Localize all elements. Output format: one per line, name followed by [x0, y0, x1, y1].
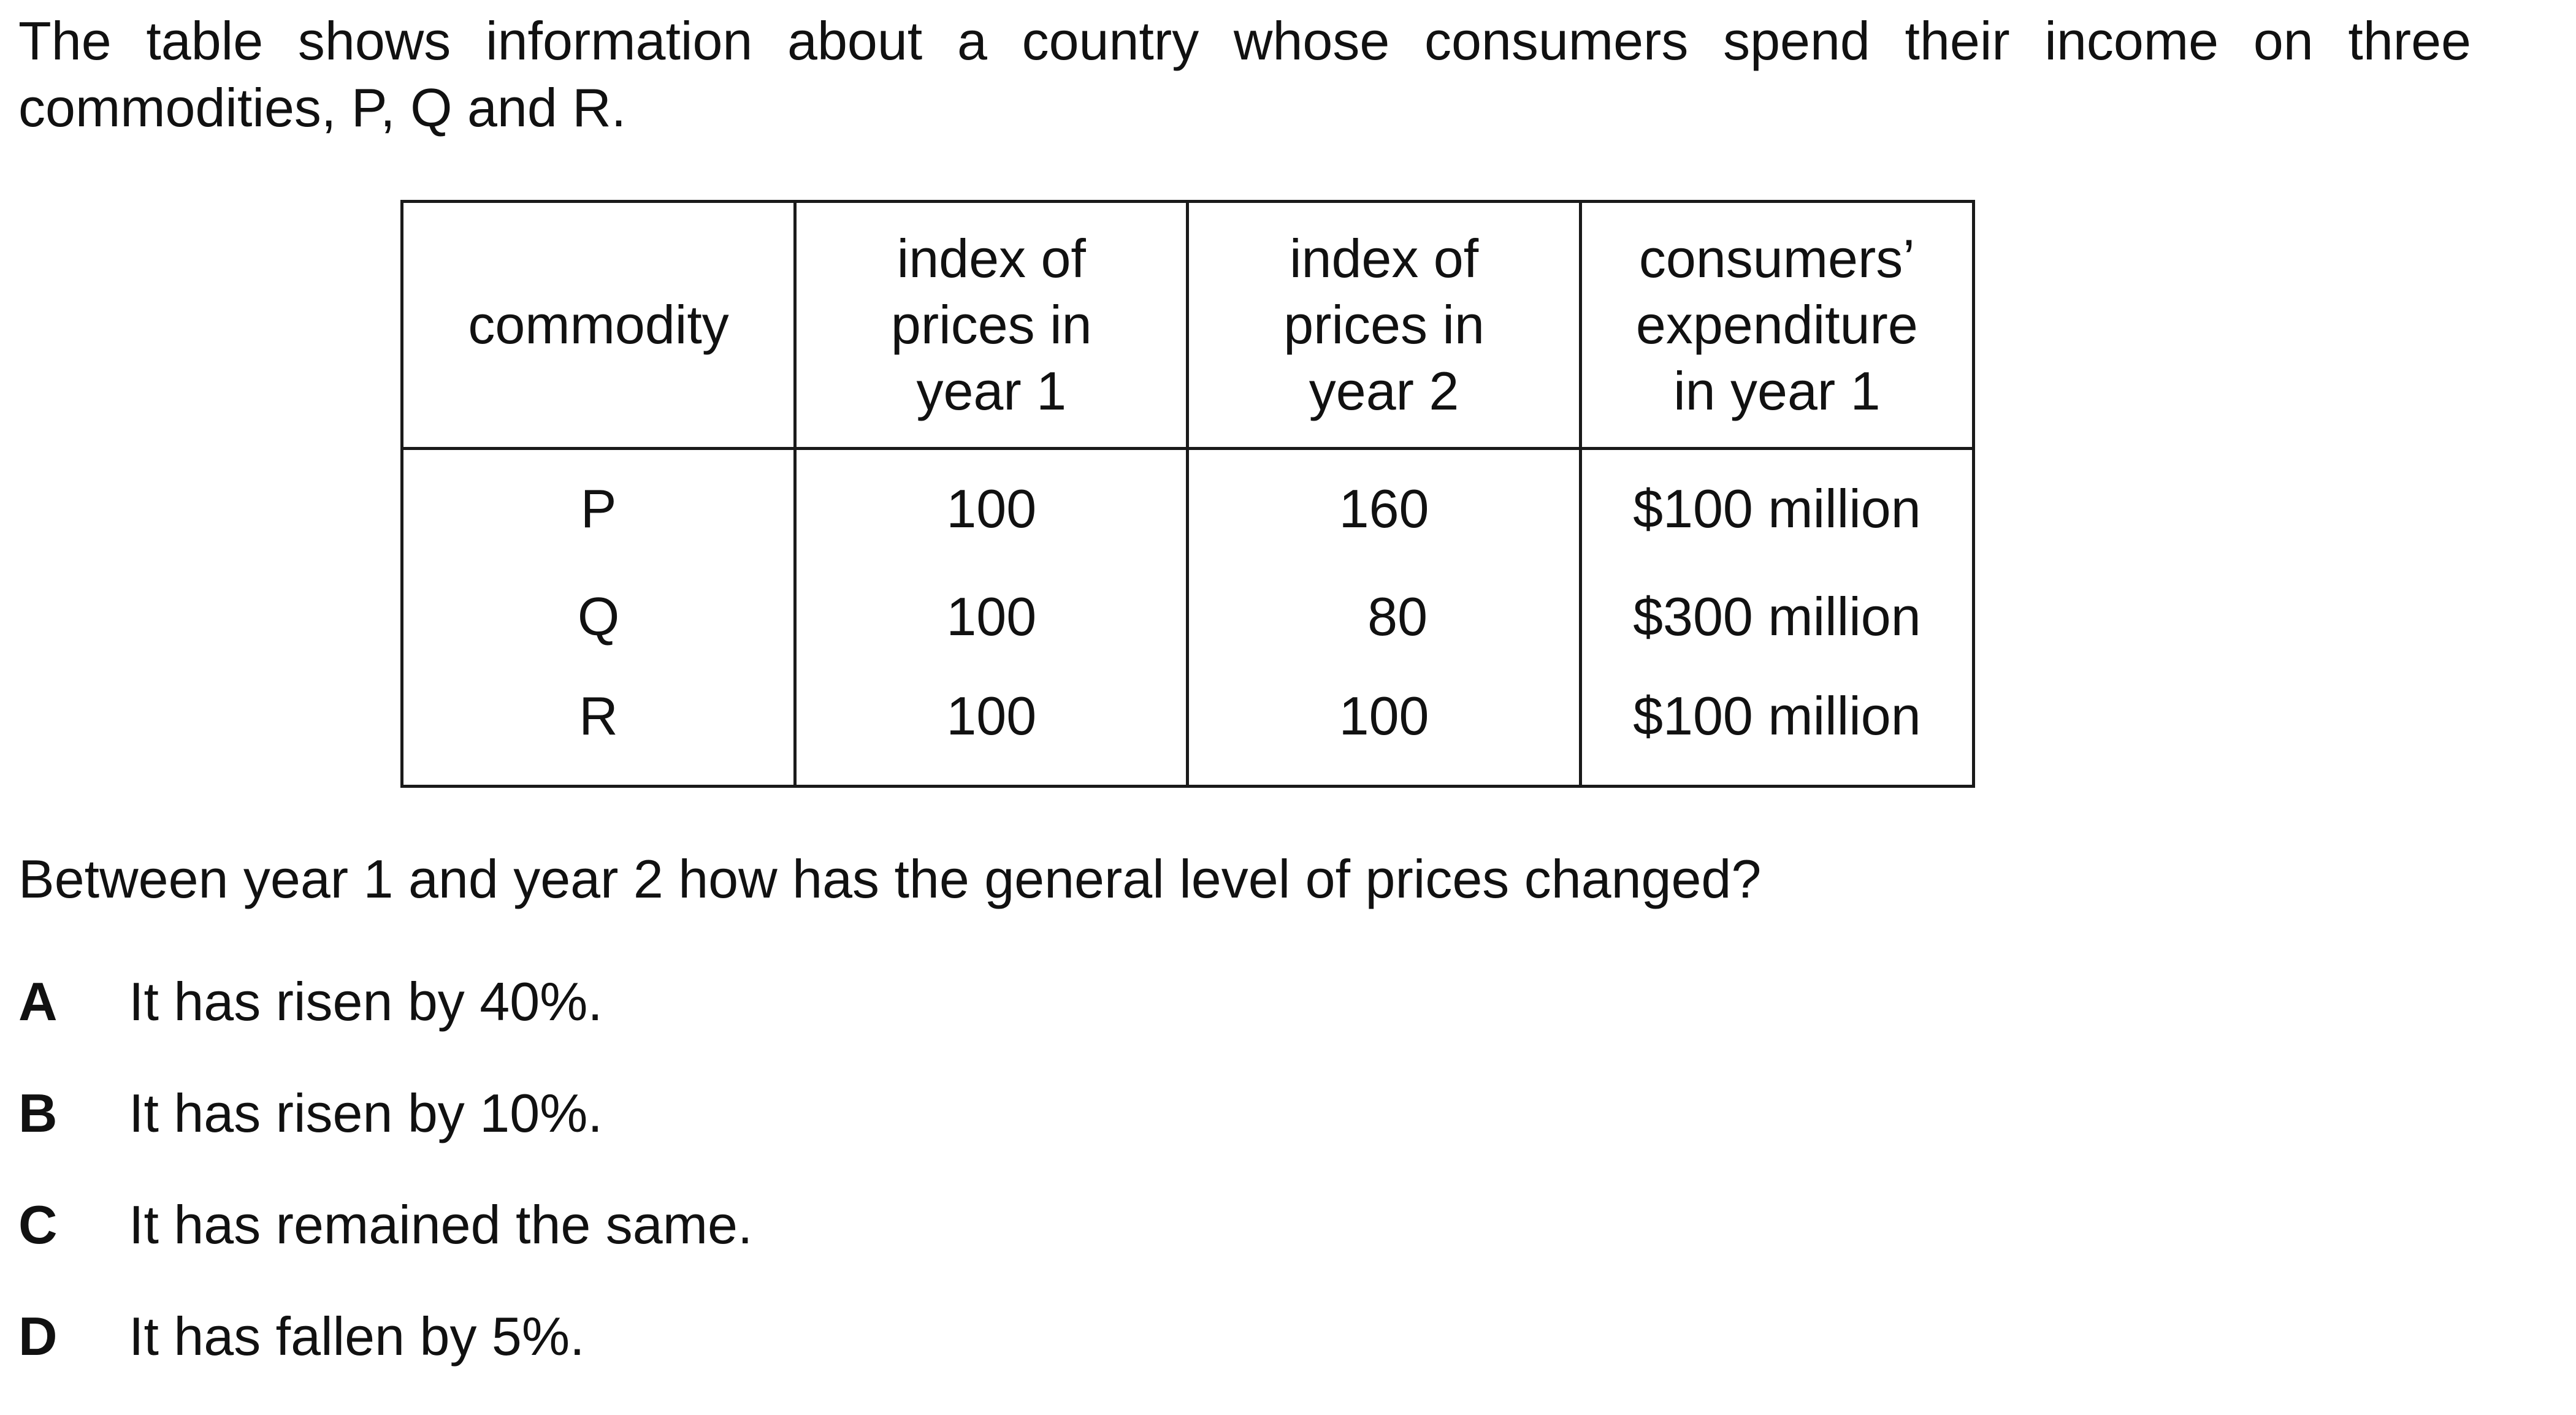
option-letter: B: [18, 1083, 58, 1143]
intro-text: The table shows information about a coun…: [18, 7, 2471, 141]
question-text: Between year 1 and year 2 how has the ge…: [18, 849, 1762, 909]
cell-index-year-2: 160: [1186, 448, 1582, 563]
cell-commodity: P: [400, 448, 797, 563]
cell-index-year-1: 100: [793, 671, 1190, 787]
intro-line-1: The table shows information about a coun…: [18, 10, 2471, 71]
commodity-table: commodity index of prices in year 1 inde…: [400, 200, 1976, 788]
cell-expenditure: $100 million: [1578, 671, 1976, 787]
option-letter: C: [18, 1194, 58, 1255]
option-text: It has remained the same.: [129, 1194, 753, 1255]
cell-index-year-1: 100: [793, 563, 1190, 671]
table-header-row: commodity index of prices in year 1 inde…: [400, 201, 1976, 450]
cell-commodity: Q: [400, 563, 797, 671]
table-row: P 100 160 $100 million: [400, 448, 1976, 563]
option-text: It has risen by 10%.: [129, 1083, 603, 1143]
cell-expenditure: $300 million: [1578, 563, 1976, 671]
header-index-year-1: index of prices in year 1: [793, 201, 1190, 450]
header-index-year-2: index of prices in year 2: [1186, 201, 1582, 450]
header-commodity: commodity: [400, 201, 797, 450]
cell-index-year-2: 80: [1186, 563, 1582, 671]
option-letter: A: [18, 971, 58, 1032]
header-expenditure: consumers’ expenditure in year 1: [1578, 201, 1976, 450]
cell-expenditure: $100 million: [1578, 448, 1976, 563]
table-row: Q 100 80 $300 million: [400, 563, 1976, 671]
cell-index-year-2: 100: [1186, 671, 1582, 787]
option-text: It has fallen by 5%.: [129, 1306, 585, 1367]
cell-commodity: R: [400, 671, 797, 787]
option-text: It has risen by 40%.: [129, 971, 603, 1032]
intro-line-2: commodities, P, Q and R.: [18, 77, 627, 138]
cell-index-year-1: 100: [793, 448, 1190, 563]
option-letter: D: [18, 1306, 58, 1367]
table-row: R 100 100 $100 million: [400, 671, 1976, 787]
